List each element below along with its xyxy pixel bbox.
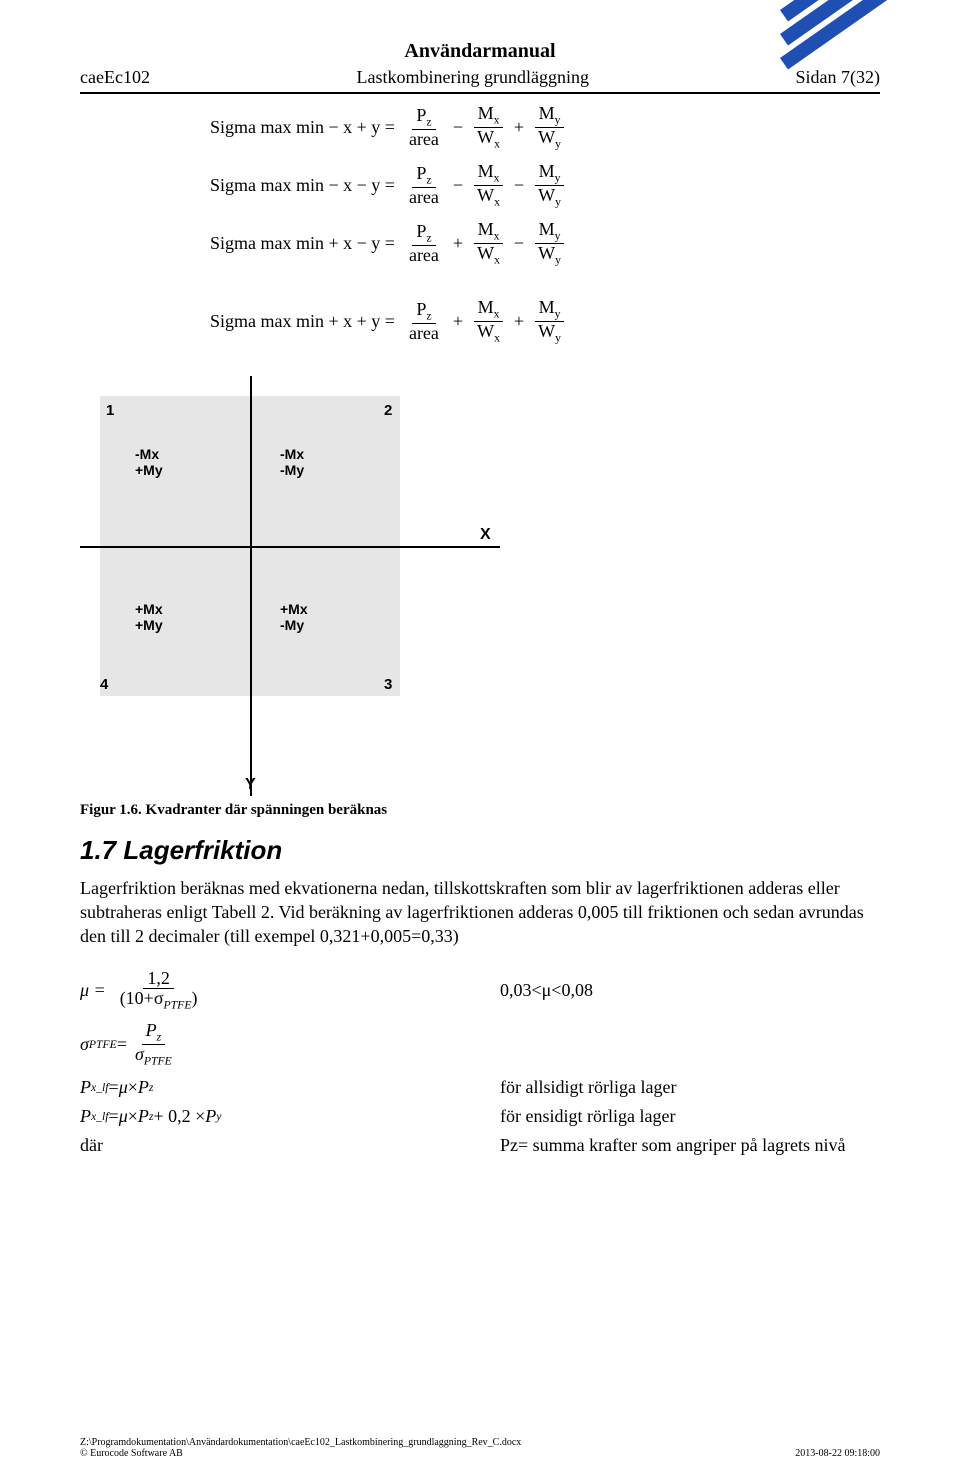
figure-caption: Figur 1.6. Kvadranter där spänningen ber… <box>80 802 880 819</box>
header-stripes <box>780 0 960 120</box>
quadrant-label-3: +Mx -My <box>280 601 308 635</box>
header-title: Användarmanual <box>80 40 880 63</box>
frac-pz-area: Pz area <box>405 106 443 150</box>
eq-pxlf-1: Px_lf = μ × Pz för allsidigt rörliga lag… <box>80 1077 880 1098</box>
formula-4: Sigma max min + x + y = Pzarea + MxWx + … <box>210 298 880 346</box>
eq-pxlf-1-desc: för allsidigt rörliga lager <box>500 1077 676 1098</box>
eq-pxlf-2: Px_lf = μ × Pz + 0,2 × Py för ensidigt r… <box>80 1106 880 1127</box>
formula-2-lhs: Sigma max min − x − y = <box>210 175 395 196</box>
formula-4-lhs: Sigma max min + x + y = <box>210 311 395 332</box>
quadrant-label-1: -Mx +My <box>135 446 163 480</box>
section-body: Lagerfriktion beräknas med ekvationerna … <box>80 876 880 949</box>
formula-3-lhs: Sigma max min + x − y = <box>210 233 395 254</box>
header: Användarmanual caeEc102 Lastkombinering … <box>80 0 880 94</box>
formula-1-lhs: Sigma max min − x + y = <box>210 117 395 138</box>
eq-mu-cond: 0,03<μ<0,08 <box>500 980 593 1001</box>
quadrant-num-4: 4 <box>100 676 108 693</box>
header-subrow: caeEc102 Lastkombinering grundläggning S… <box>80 67 880 88</box>
header-rule <box>80 92 880 94</box>
quadrant-num-3: 3 <box>384 676 392 693</box>
formula-3: Sigma max min + x − y = Pzarea + MxWx − … <box>210 220 880 268</box>
quadrant-label-4: +Mx +My <box>135 601 163 635</box>
quadrant-label-2: -Mx -My <box>280 446 304 480</box>
page: Användarmanual caeEc102 Lastkombinering … <box>0 0 960 1471</box>
axis-label-y: Y <box>245 776 256 794</box>
header-center: Lastkombinering grundläggning <box>356 67 588 88</box>
eq-sigma-ptfe: σPTFE = Pz σPTFE <box>80 1021 880 1069</box>
quadrant-figure: 1 2 3 4 -Mx +My -Mx -My +Mx -My +Mx +My … <box>80 376 880 796</box>
frac-my-wy: My Wy <box>534 104 565 152</box>
eq-pxlf-2-desc: för ensidigt rörliga lager <box>500 1106 675 1127</box>
quadrant-num-2: 2 <box>384 402 392 419</box>
header-left: caeEc102 <box>80 67 150 88</box>
y-axis <box>250 376 252 796</box>
x-axis <box>80 546 500 548</box>
eq-where: där Pz= summa krafter som angriper på la… <box>80 1135 880 1156</box>
axis-label-x: X <box>480 526 491 544</box>
frac-mx-wx: Mx Wx <box>473 104 504 152</box>
formula-2: Sigma max min − x − y = Pzarea − MxWx − … <box>210 162 880 210</box>
footer: Z:\Programdokumentation\Användardokument… <box>80 1437 880 1459</box>
section-title: 1.7 Lagerfriktion <box>80 835 880 866</box>
eq-mu: μ = 1,2 (10+σPTFE) 0,03<μ<0,08 <box>80 969 880 1013</box>
footer-date: 2013-08-22 09:18:00 <box>795 1448 880 1459</box>
quadrant-num-1: 1 <box>106 402 114 419</box>
eq-where-desc: Pz= summa krafter som angriper på lagret… <box>500 1135 846 1156</box>
footer-path: Z:\Programdokumentation\Användardokument… <box>80 1437 521 1448</box>
footer-copyright: © Eurocode Software AB <box>80 1448 521 1459</box>
